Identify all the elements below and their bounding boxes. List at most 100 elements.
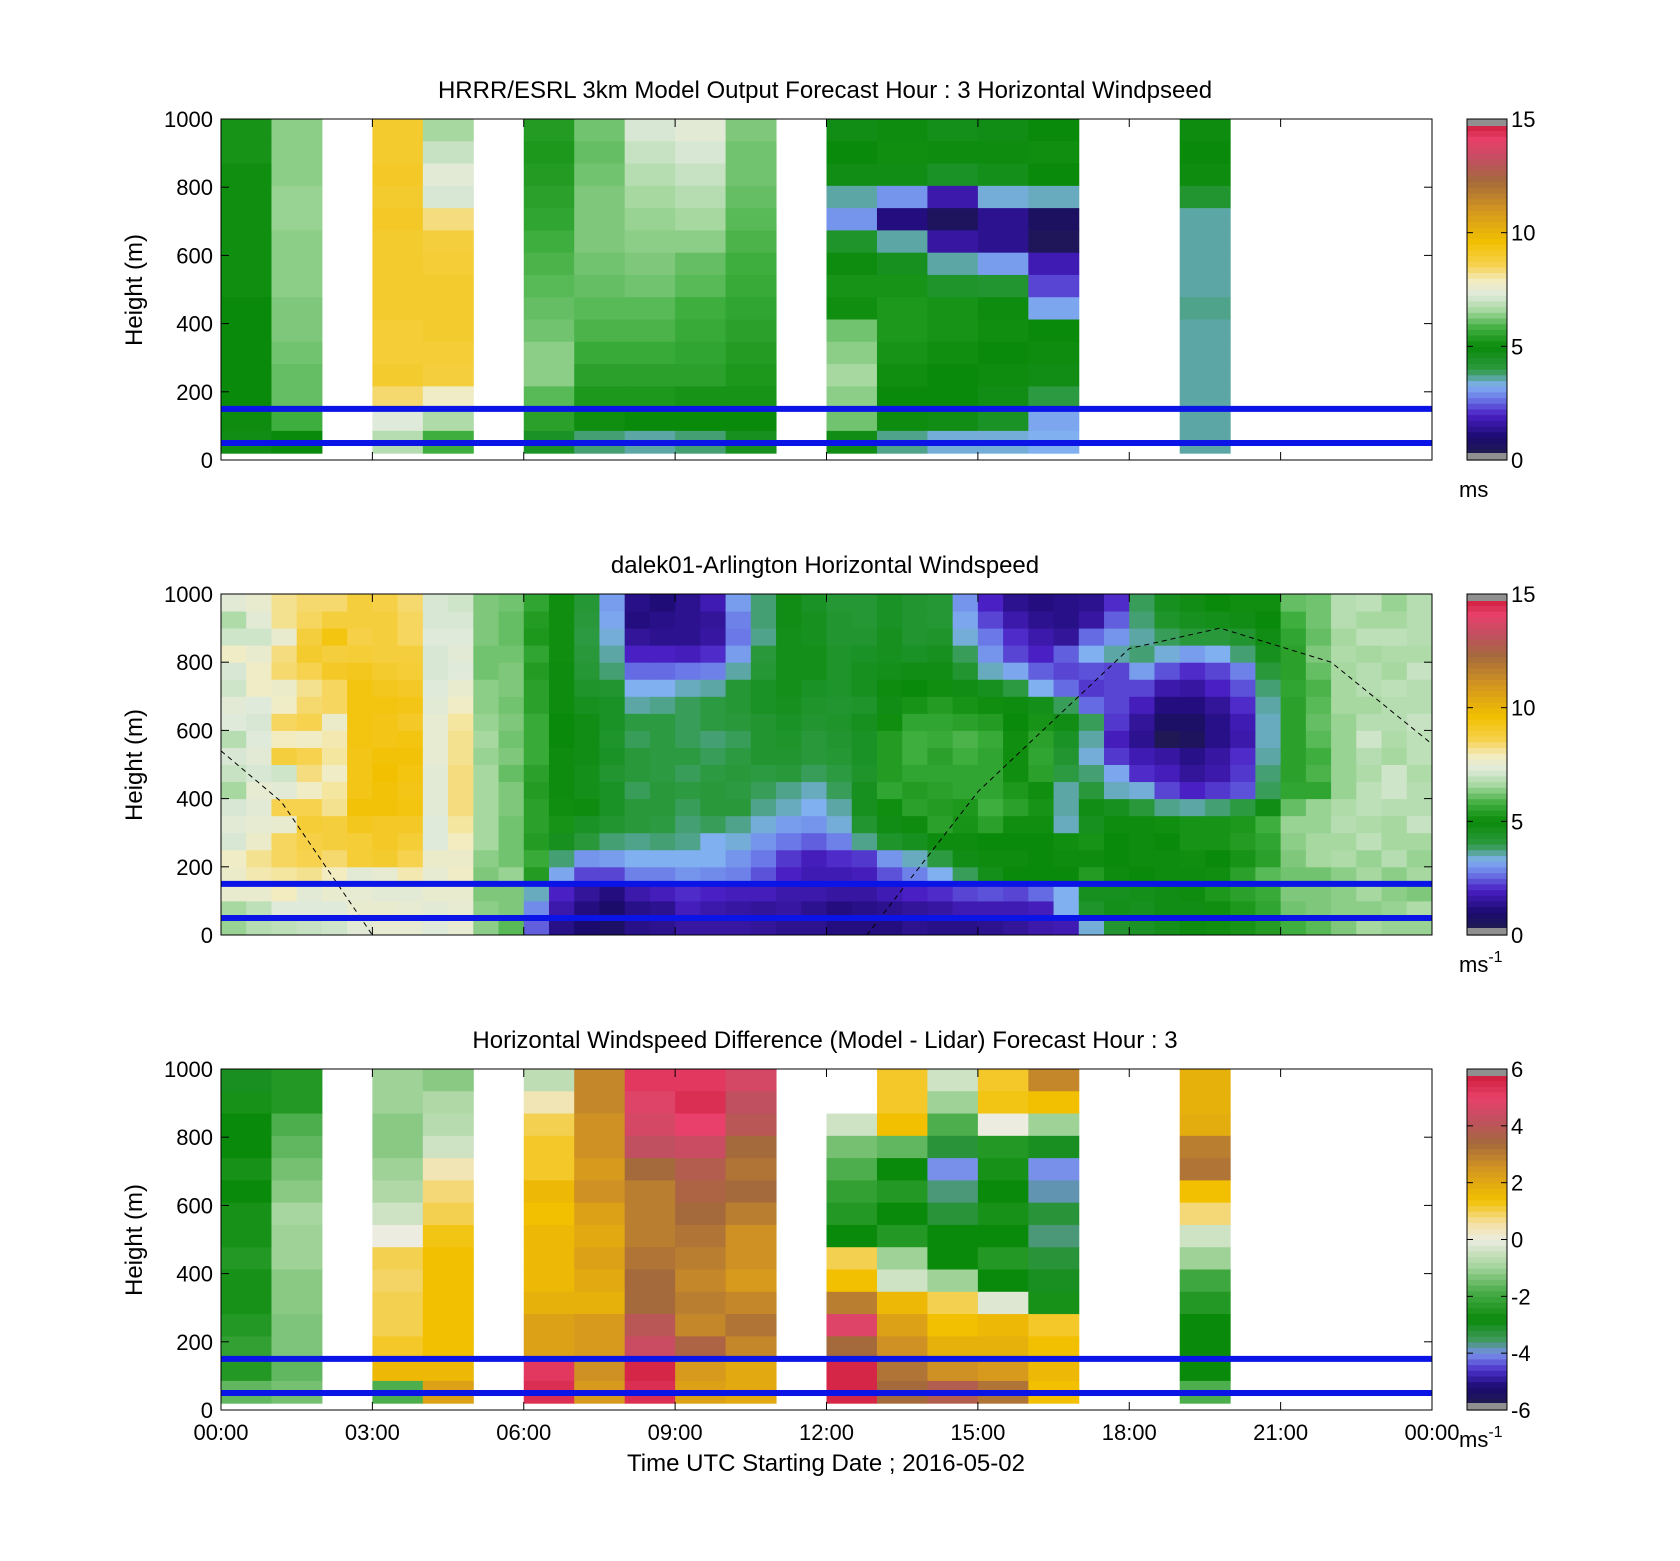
heatmap-cell xyxy=(675,815,701,834)
heatmap-cell xyxy=(347,594,373,612)
heatmap-cell xyxy=(221,341,272,365)
heatmap-cell xyxy=(523,1269,575,1293)
heatmap-cell xyxy=(1381,849,1408,868)
heatmap-cell xyxy=(1230,730,1256,748)
heatmap-cell xyxy=(675,900,701,919)
heatmap-cell xyxy=(902,747,928,765)
colorbar-cell xyxy=(1467,141,1507,149)
colorbar-cell xyxy=(1467,701,1507,709)
heatmap-cell xyxy=(397,696,424,714)
heatmap-cell xyxy=(876,1091,928,1115)
heatmap-cell xyxy=(1053,866,1080,885)
heatmap-cell xyxy=(1053,713,1080,731)
heatmap-cell xyxy=(548,713,575,731)
heatmap-cell xyxy=(498,611,525,629)
heatmap-cell xyxy=(498,645,525,663)
colorbar-tick-label: -4 xyxy=(1511,1341,1531,1366)
colorbar-cell xyxy=(1467,374,1507,382)
heatmap-cell xyxy=(826,364,878,387)
colorbar-cell xyxy=(1467,357,1507,364)
colorbar-cell xyxy=(1467,900,1507,908)
heatmap-cell xyxy=(1028,1358,1080,1382)
colorbar-tick-label: 4 xyxy=(1511,1114,1523,1139)
heatmap-cell xyxy=(422,364,474,387)
heatmap-cell xyxy=(977,713,1004,731)
heatmap-cell xyxy=(750,815,777,834)
colorbar-unit-exponent: -1 xyxy=(1488,1424,1502,1441)
heatmap-cell xyxy=(246,866,272,885)
heatmap-cell xyxy=(1154,662,1181,680)
colorbar-cell xyxy=(1467,1256,1507,1263)
colorbar-frame xyxy=(1466,593,1508,936)
colorbar-cell xyxy=(1467,408,1507,416)
heatmap-cell xyxy=(1331,900,1357,919)
heatmap-cell xyxy=(826,1113,878,1137)
colorbar-cell xyxy=(1467,153,1507,160)
heatmap-cell xyxy=(1331,594,1357,612)
heatmap-cell xyxy=(1255,594,1282,612)
heatmap-cell xyxy=(1053,747,1080,765)
heatmap-cell xyxy=(1255,764,1282,783)
heatmap-cell xyxy=(624,815,651,834)
heatmap-cell xyxy=(624,1269,676,1293)
heatmap-cell xyxy=(624,747,651,765)
heatmap-cell xyxy=(372,594,399,612)
heatmap-cell xyxy=(523,1314,575,1337)
heatmap-cell xyxy=(1028,1135,1080,1159)
heatmap-cell xyxy=(523,1224,575,1248)
heatmap-cell xyxy=(221,386,272,410)
colorbar-cell xyxy=(1467,895,1507,902)
heatmap-cell xyxy=(826,1269,878,1293)
heatmap-cell xyxy=(599,866,626,885)
heatmap-cell xyxy=(1179,185,1231,209)
heatmap-cell xyxy=(246,594,272,612)
heatmap-cell xyxy=(624,230,676,254)
heatmap-cell xyxy=(574,730,600,748)
heatmap-cell xyxy=(1381,917,1408,936)
y-tick-label: 800 xyxy=(176,650,213,675)
heatmap-cell xyxy=(347,679,373,697)
heatmap-cell xyxy=(372,1069,424,1092)
heatmap-cell xyxy=(1280,866,1307,885)
x-tick-label: 00:00 xyxy=(1404,1420,1459,1445)
heatmap-cell xyxy=(649,764,676,783)
heatmap-cell xyxy=(523,386,575,410)
heatmap-cell xyxy=(1028,141,1080,165)
heatmap-cell xyxy=(675,141,727,165)
heatmap-cell xyxy=(523,1113,575,1137)
heatmap-cell xyxy=(246,747,272,765)
heatmap-cell xyxy=(599,679,626,697)
heatmap-cell xyxy=(271,1314,323,1337)
heatmap-cell xyxy=(826,1247,878,1271)
heatmap-cell xyxy=(1331,883,1357,902)
heatmap-cell xyxy=(574,866,600,885)
heatmap-cell xyxy=(599,900,626,919)
heatmap-cell xyxy=(750,883,777,902)
colorbar-underflow xyxy=(1467,453,1507,460)
heatmap-cell xyxy=(826,866,853,885)
heatmap-cell xyxy=(1154,730,1181,748)
heatmap-cell xyxy=(1154,815,1181,834)
heatmap-cell xyxy=(1331,679,1357,697)
colorbar-cell xyxy=(1467,244,1507,251)
heatmap-cell xyxy=(271,1180,323,1204)
heatmap-cell xyxy=(851,764,878,783)
heatmap-cell xyxy=(1129,747,1155,765)
heatmap-cell xyxy=(271,1158,323,1181)
heatmap-cell xyxy=(1381,730,1408,748)
heatmap-cell xyxy=(246,662,272,680)
heatmap-cell xyxy=(372,1158,424,1181)
heatmap-cell xyxy=(1179,645,1206,663)
colorbar-cell xyxy=(1467,917,1507,925)
colorbar-cell xyxy=(1467,226,1507,234)
heatmap-cell xyxy=(347,662,373,680)
heatmap-cell xyxy=(1356,764,1383,783)
heatmap-cell xyxy=(1179,119,1231,142)
heatmap-cell xyxy=(448,645,474,663)
heatmap-cell xyxy=(1406,679,1433,697)
heatmap-cell xyxy=(1028,1247,1080,1271)
colorbar-cell xyxy=(1467,1313,1507,1320)
overlay-dashed-curve xyxy=(866,627,1433,936)
